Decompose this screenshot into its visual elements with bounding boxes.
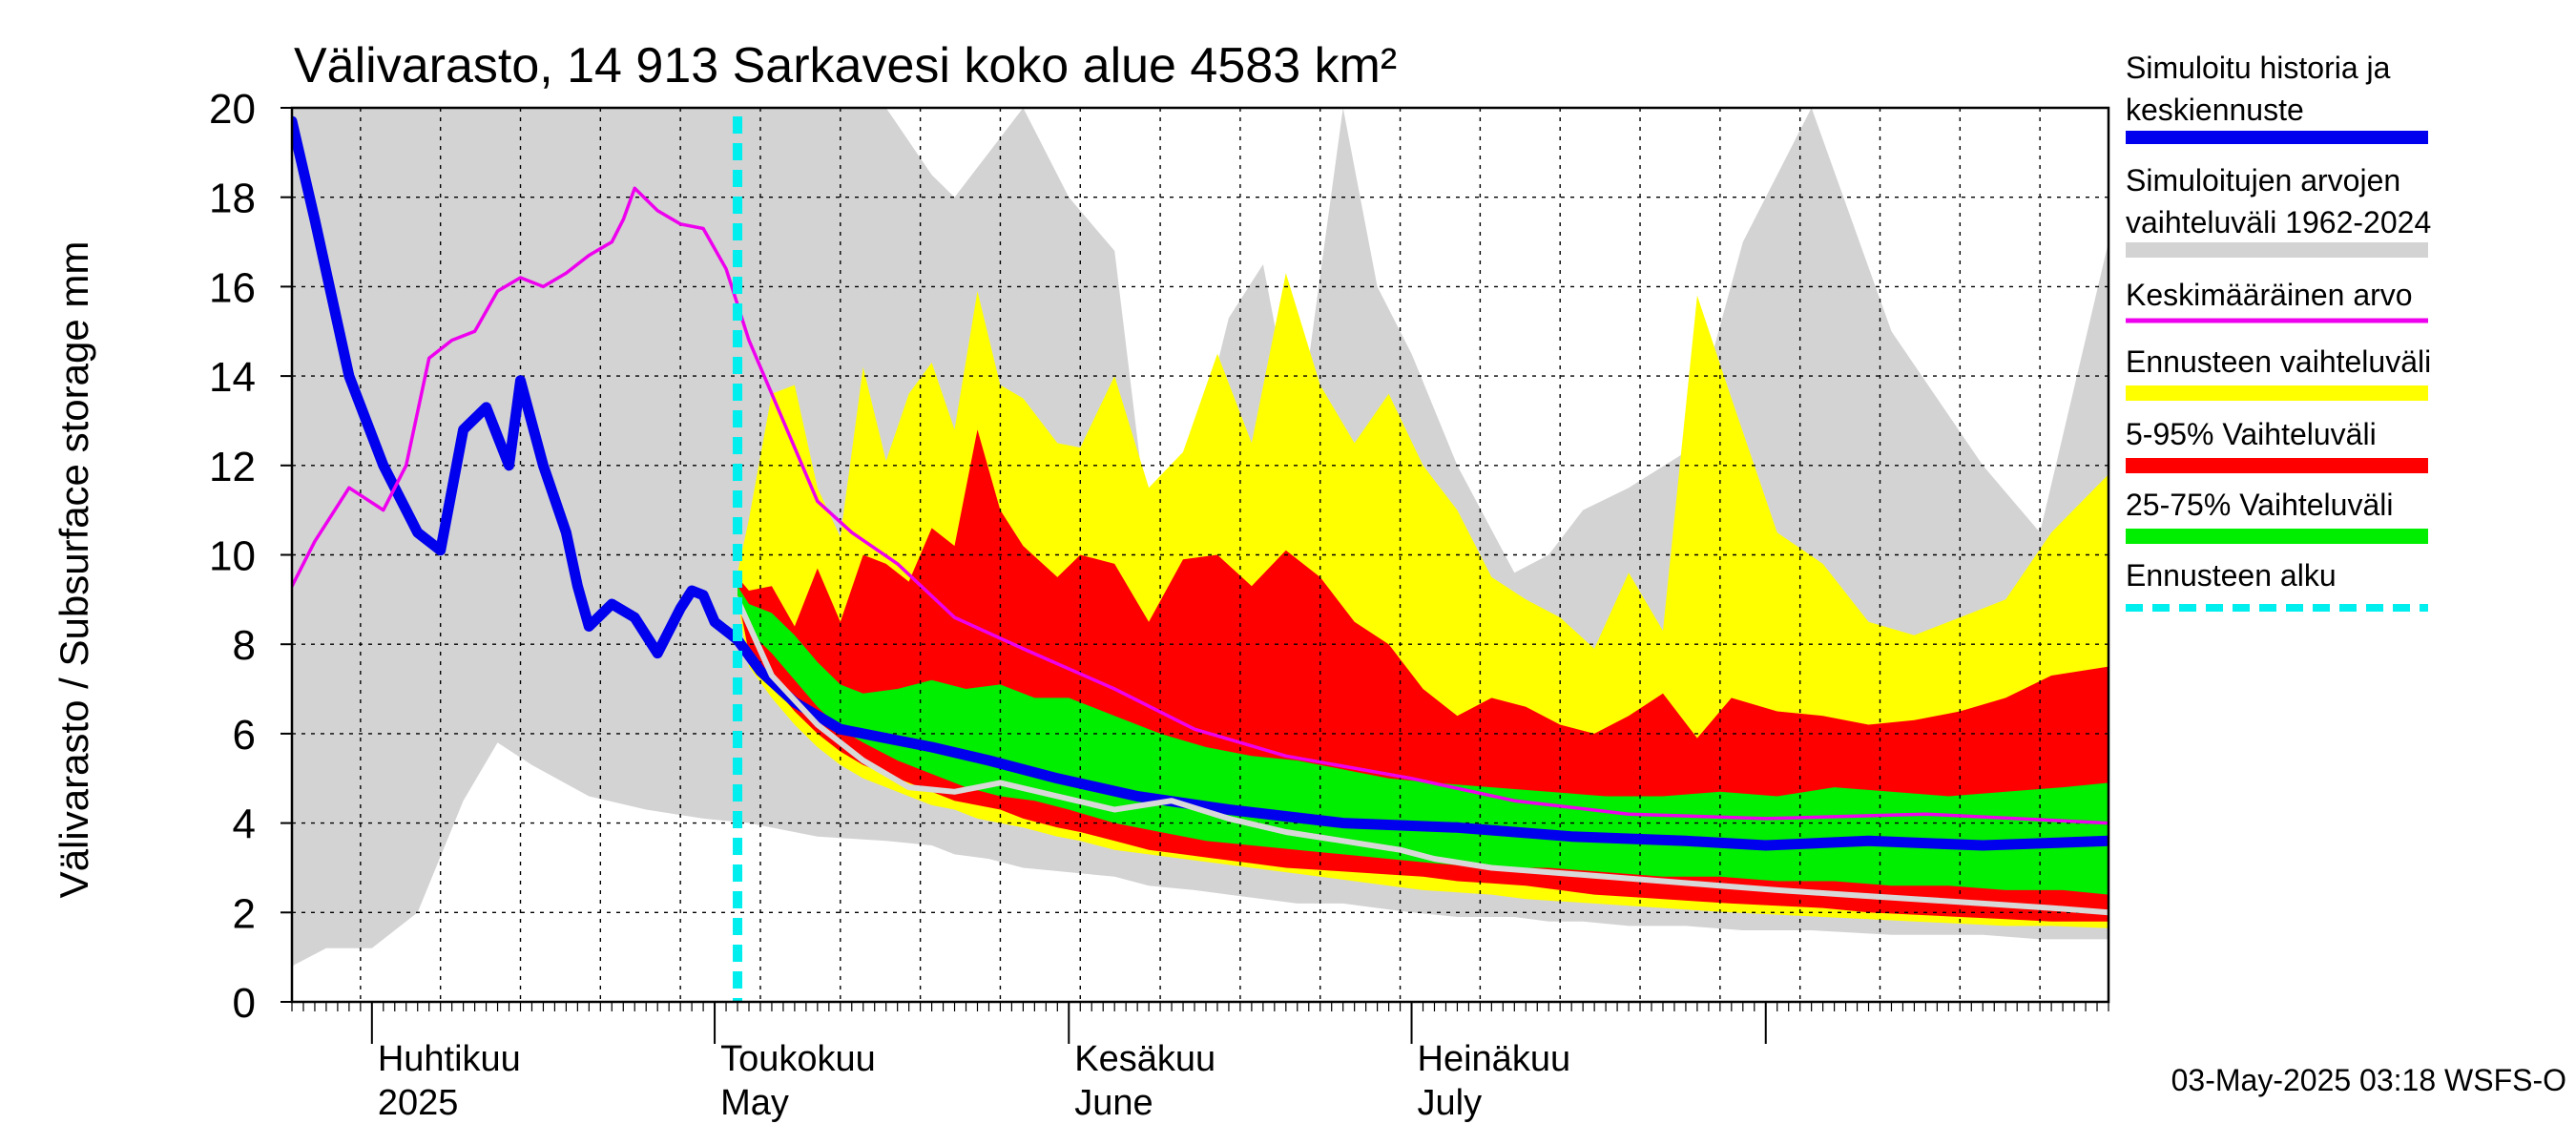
y-tick-label-5: 10: [209, 533, 256, 580]
month-sublabel-2: June: [1074, 1083, 1153, 1123]
y-tick-label-9: 18: [209, 176, 256, 222]
month-label-2: Kesäkuu: [1074, 1039, 1215, 1079]
legend-swatch: [2126, 318, 2428, 323]
legend-label: Keskimääräinen arvo: [2126, 278, 2413, 312]
chart-title: Välivarasto, 14 913 Sarkavesi koko alue …: [294, 38, 1397, 94]
legend-item-ennusteen-alku: Ennusteen alku: [2126, 558, 2428, 612]
legend-label: Ennusteen vaihteluväli: [2126, 344, 2431, 379]
legend-swatch: [2126, 529, 2428, 544]
legend: Simuloitu historia jakeskiennusteSimuloi…: [2126, 51, 2431, 612]
legend-item-ennusteen-vaihteluv-li: Ennusteen vaihteluväli: [2126, 344, 2431, 401]
plot-area: [290, 106, 2110, 1004]
legend-swatch: [2126, 131, 2428, 144]
legend-label: keskiennuste: [2126, 93, 2304, 127]
month-label-1: Toukokuu: [720, 1039, 876, 1079]
legend-swatch: [2126, 458, 2428, 473]
y-tick-label-7: 14: [209, 354, 256, 401]
y-tick-label-10: 20: [209, 86, 256, 133]
y-tick-label-4: 8: [233, 622, 256, 669]
legend-item-5-95-vaihteluv-li: 5-95% Vaihteluväli: [2126, 417, 2428, 473]
legend-label: vaihteluväli 1962-2024: [2126, 205, 2431, 239]
y-tick-label-2: 4: [233, 802, 256, 848]
month-sublabel-1: May: [720, 1083, 789, 1123]
line-simuloitu-historia-ja-keskiennuste: [292, 115, 2109, 851]
y-tick-label-8: 16: [209, 264, 256, 311]
month-sublabel-0: 2025: [378, 1083, 459, 1123]
line-series-6: [735, 596, 2109, 916]
y-axis-label: Välivarasto / Subsurface storage mm: [52, 241, 96, 899]
legend-label: Ennusteen alku: [2126, 558, 2337, 593]
legend-swatch: [2126, 385, 2428, 401]
legend-label: Simuloitujen arvojen: [2126, 163, 2400, 198]
month-label-3: Heinäkuu: [1418, 1039, 1571, 1079]
legend-label: 25-75% Vaihteluväli: [2126, 488, 2393, 522]
legend-item-25-75-vaihteluv-li: 25-75% Vaihteluväli: [2126, 488, 2428, 544]
legend-item-keskim-r-inen-arvo: Keskimääräinen arvo: [2126, 278, 2428, 323]
legend-item-simuloitujen-arvojen-vaihteluv-li-1962-2024: Simuloitujen arvojen vaihteluväli 1962-20…: [2126, 163, 2431, 258]
grid: [292, 107, 2109, 1003]
month-sublabel-3: July: [1418, 1083, 1483, 1123]
y-tick-labels: 0 2 4 6 8 10 12 14 16 18 20: [209, 86, 292, 1027]
footer-timestamp: 03-May-2025 03:18 WSFS-O: [2171, 1063, 2566, 1097]
legend-label: Simuloitu historia ja: [2126, 51, 2391, 85]
legend-swatch: [2126, 242, 2428, 258]
legend-label: 5-95% Vaihteluväli: [2126, 417, 2377, 451]
y-tick-label-1: 2: [233, 890, 256, 937]
y-tick-label-0: 0: [233, 980, 256, 1027]
y-tick-label-6: 12: [209, 444, 256, 490]
line-keskim-r-inen-arvo: [292, 186, 2109, 825]
month-label-0: Huhtikuu: [378, 1039, 521, 1079]
y-tick-label-3: 6: [233, 712, 256, 759]
legend-item-simuloitu-historia-ja-keskiennuste: Simuloitu historia ja keskiennuste: [2126, 51, 2428, 144]
series-lines: [292, 115, 2109, 916]
